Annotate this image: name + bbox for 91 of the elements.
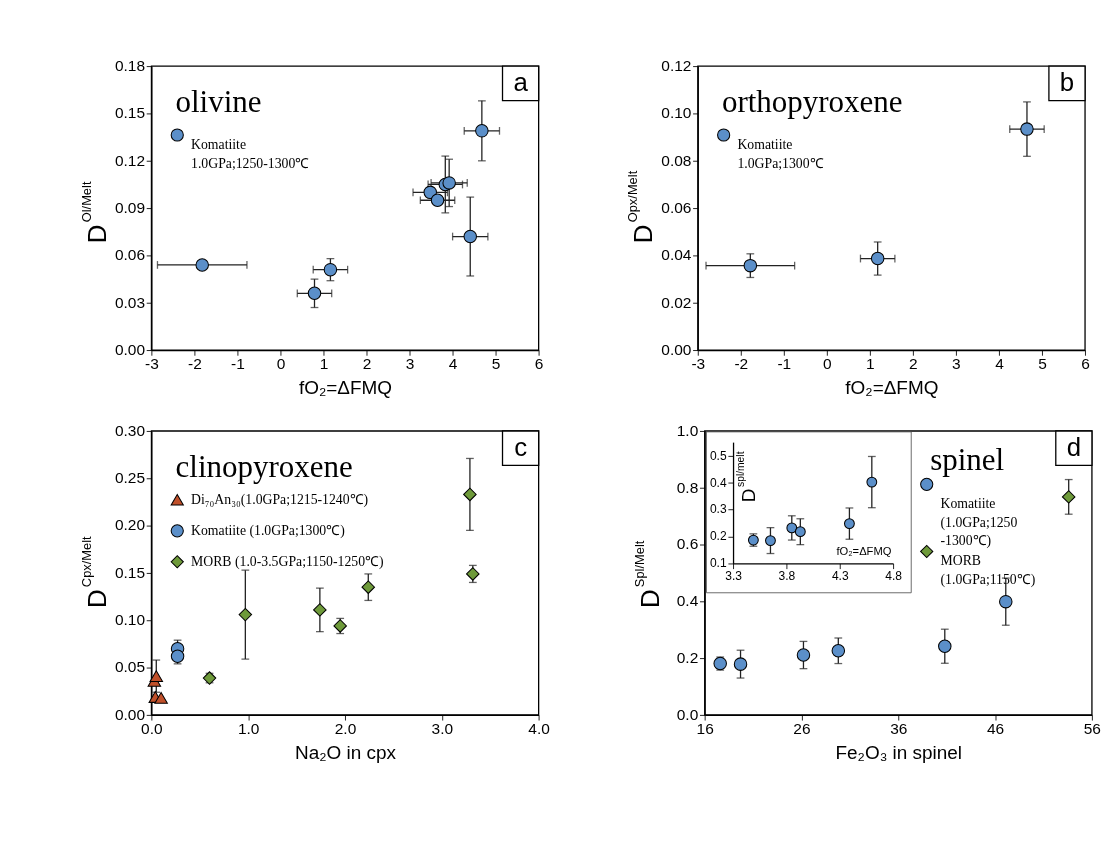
chart-title: spinel	[930, 441, 1005, 477]
y-tick-label: 0.00	[661, 340, 692, 358]
x-tick-label: 4.8	[885, 569, 903, 584]
x-tick-label: 4.0	[528, 720, 550, 738]
x-axis-title: Fe₂O₃ in spinel	[835, 742, 963, 764]
y-tick-label: 0.20	[114, 516, 145, 534]
y-tick-label: 1.0	[676, 421, 699, 439]
x-tick-label: 6	[534, 355, 544, 373]
y-tick-label: 0.6	[676, 535, 699, 553]
y-tick-label: 0.12	[114, 151, 145, 169]
x-tick-label: -2	[188, 355, 202, 373]
x-tick-label: 2	[362, 355, 372, 373]
legend-label: Di₇₀An₃₀(1.0GPa;1215-1240℃)	[191, 492, 369, 509]
y-axis-title: DCpx/Melt	[78, 535, 111, 609]
y-tick-label: 0.25	[114, 469, 145, 487]
text: olivine	[175, 83, 262, 119]
y-tick-label: 0.4	[709, 475, 727, 490]
x-tick-label: -1	[777, 355, 792, 373]
x-tick-label: 36	[890, 720, 908, 738]
x-tick-label: 1.0	[237, 720, 260, 738]
x-tick-label: 16	[696, 720, 714, 738]
annotation: b	[1059, 68, 1075, 97]
text: clinopyroxene	[175, 448, 353, 484]
annotation: c	[514, 432, 528, 461]
annotation: a	[513, 68, 529, 97]
x-axis-title: fO₂=ΔFMQ	[845, 377, 939, 399]
y-tick-label: 0.18	[114, 56, 145, 74]
y-tick-label: 0.05	[114, 658, 145, 676]
x-tick-label: -2	[734, 355, 749, 373]
y-tick-label: 0.00	[114, 340, 145, 358]
y-axis-title: Dspl/melt	[734, 451, 759, 503]
x-tick-label: 0.0	[141, 720, 163, 738]
x-axis-title: fO₂=ΔFMQ	[298, 377, 393, 399]
x-tick-label: 1	[866, 355, 875, 373]
x-tick-label: -3	[691, 355, 706, 373]
x-tick-label: 6	[1081, 355, 1090, 373]
y-tick-label: 0.8	[676, 478, 699, 496]
y-tick-label: 0.30	[114, 421, 145, 439]
x-tick-label: 0	[276, 355, 286, 373]
y-axis-title: DSpl/Melt	[632, 540, 665, 609]
y-tick-label: 0.12	[661, 56, 692, 74]
y-tick-label: 0.0	[676, 705, 699, 723]
x-axis-title: fO₂=ΔFMQ	[836, 544, 892, 557]
y-tick-label: 0.15	[114, 563, 145, 581]
y-tick-label: 0.3	[709, 502, 727, 517]
y-tick-label: 0.06	[114, 246, 145, 264]
y-tick-label: 0.5	[709, 448, 727, 463]
y-axis-title: DOpx/Melt	[625, 170, 658, 244]
legend-label: Komatiite 1.0GPa;1250-1300℃	[191, 136, 310, 171]
x-tick-label: 3.0	[431, 720, 454, 738]
y-tick-label: 0.10	[661, 104, 692, 122]
y-tick-label: 0.2	[709, 529, 727, 544]
legend-label: MORB (1.0GPa;1150℃)	[940, 553, 1036, 589]
legend-label: Komatiite (1.0GPa;1300℃)	[191, 523, 345, 540]
y-tick-label: 0.4	[676, 592, 699, 610]
x-tick-label: -3	[144, 355, 159, 373]
legend-label: Komatiite 1.0GPa;1300℃	[737, 136, 824, 171]
text: orthopyroxene	[721, 83, 903, 119]
x-tick-label: 4	[448, 355, 458, 373]
y-tick-label: 0.00	[114, 705, 145, 723]
y-tick-label: 0.04	[661, 246, 692, 264]
legend-label: MORB (1.0-3.5GPa;1150-1250℃)	[191, 554, 384, 571]
y-tick-label: 0.2	[676, 648, 699, 666]
x-tick-label: 0	[823, 355, 832, 373]
x-tick-label: 56	[1083, 720, 1101, 738]
x-tick-label: 5	[1038, 355, 1047, 373]
y-axis-title: DOl/Melt	[78, 181, 111, 244]
y-tick-label: 0.02	[661, 293, 692, 311]
y-tick-label: 0.10	[114, 611, 145, 629]
y-tick-label: 0.06	[661, 198, 692, 216]
x-tick-label: 2.0	[334, 720, 357, 738]
y-tick-label: 0.15	[114, 104, 145, 122]
x-tick-label: 5	[491, 355, 501, 373]
x-tick-label: 3.8	[778, 569, 796, 584]
legend-label: Komatiite (1.0GPa;1250 -1300℃)	[940, 495, 1018, 550]
x-axis-title: Na₂O in cpx	[295, 742, 397, 764]
x-tick-label: 4.3	[831, 569, 849, 584]
y-tick-label: 0.1	[709, 556, 727, 571]
x-tick-label: 46	[986, 720, 1005, 738]
x-tick-label: 4	[995, 355, 1005, 373]
x-tick-label: 3	[952, 355, 961, 373]
annotation: d	[1066, 432, 1082, 461]
y-tick-label: 0.09	[114, 198, 145, 216]
y-tick-label: 0.08	[661, 151, 692, 169]
x-tick-label: 3	[405, 355, 415, 373]
y-tick-label: 0.03	[114, 293, 145, 311]
x-tick-label: -1	[231, 355, 245, 373]
x-tick-label: 26	[793, 720, 811, 738]
x-tick-label: 3.3	[725, 569, 743, 584]
x-tick-label: 1	[319, 355, 329, 373]
x-tick-label: 2	[909, 355, 918, 373]
